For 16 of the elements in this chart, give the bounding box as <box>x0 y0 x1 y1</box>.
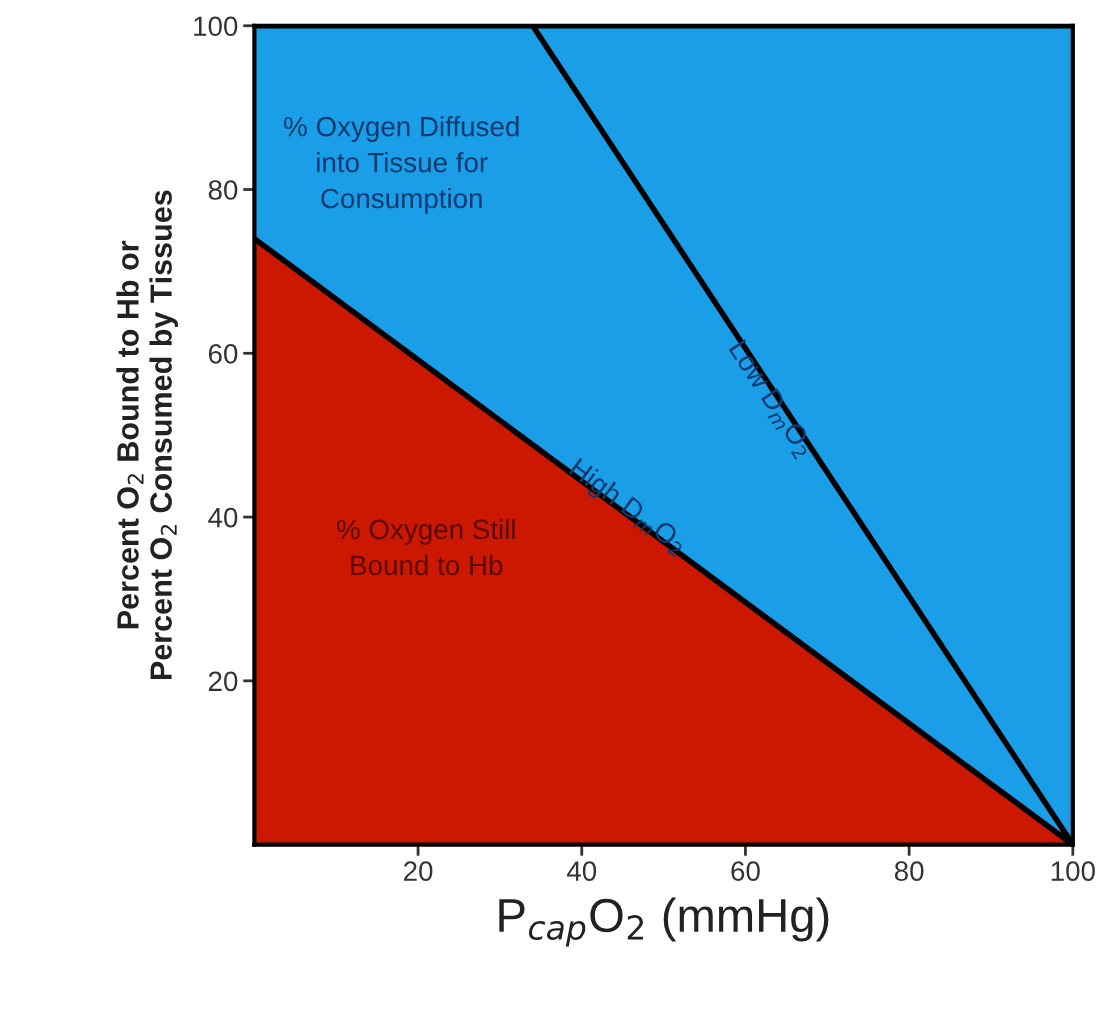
y-tick-label: 40 <box>208 507 238 528</box>
x-tick-label: 100 <box>1051 861 1095 881</box>
y-tick-label: 80 <box>208 180 238 200</box>
y-tick-label: 20 <box>208 671 238 692</box>
annotation: % Oxygen Still Bound to Hb <box>336 518 515 576</box>
x-tick-label: 40 <box>566 861 597 881</box>
text: High D$_{m}$O$_{2}$ <box>565 457 690 559</box>
x-axis-title: P$_{cap}$O$_{2}$ (mmHg) <box>499 897 829 947</box>
text: Percent O$_{2}$ Bound to Hb or Percent O$_{2}$ Consumed by Tissues <box>116 190 178 680</box>
x-tick-label: 20 <box>404 861 433 881</box>
y-tick-label: 100 <box>194 16 238 37</box>
annotation: % Oxygen Diffused into Tissue for Consumption <box>284 116 519 214</box>
text: Low D$_{m}$O$_{2}$ <box>724 339 816 460</box>
x-tick-label: 80 <box>894 861 924 881</box>
x-tick-label: 60 <box>731 861 760 881</box>
y-tick-label: 60 <box>208 343 238 364</box>
